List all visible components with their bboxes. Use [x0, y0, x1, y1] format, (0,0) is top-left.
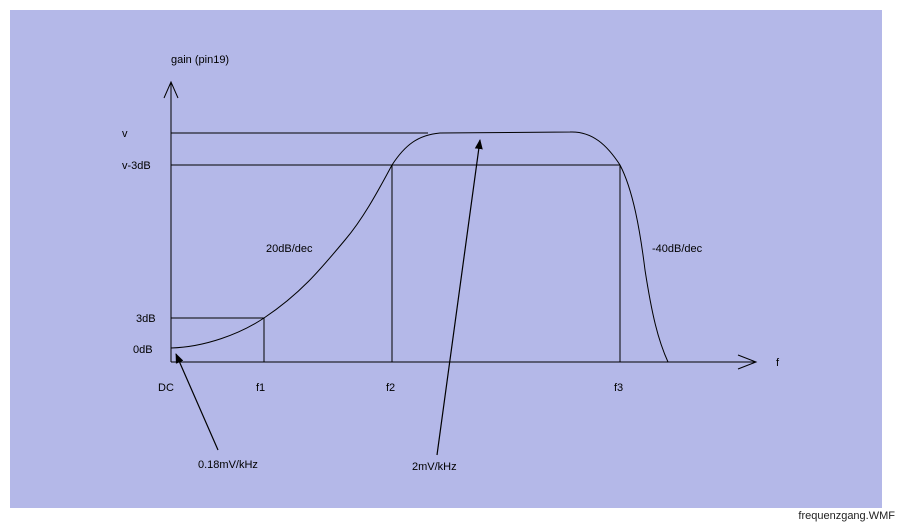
x-tick-f2: f2	[386, 382, 395, 394]
y-tick-v: v	[122, 128, 128, 140]
y-tick-v-3db: v-3dB	[122, 160, 151, 172]
file-caption: frequenzgang.WMF	[798, 510, 895, 522]
rise-slope-label: 20dB/dec	[266, 243, 313, 255]
diagram-panel	[10, 10, 882, 508]
x-axis-label: f	[776, 357, 780, 369]
pointer-arrow-mid	[436, 139, 483, 456]
x-tick-dc: DC	[158, 382, 174, 394]
pointer-arrow-low	[175, 353, 219, 451]
y-tick-0db: 0dB	[133, 344, 153, 356]
y-axis-arrowhead	[163, 80, 179, 99]
fall-slope-label: -40dB/dec	[652, 243, 703, 255]
y-axis-label: gain (pin19)	[171, 54, 229, 66]
response-curve	[170, 131, 669, 363]
sensitivity-low-label: 0.18mV/kHz	[198, 459, 258, 471]
x-tick-f1: f1	[256, 382, 265, 394]
x-axis-arrowhead	[737, 354, 758, 370]
sensitivity-mid-label: 2mV/kHz	[412, 461, 457, 473]
x-tick-f3: f3	[614, 382, 623, 394]
y-tick-3db: 3dB	[136, 313, 156, 325]
